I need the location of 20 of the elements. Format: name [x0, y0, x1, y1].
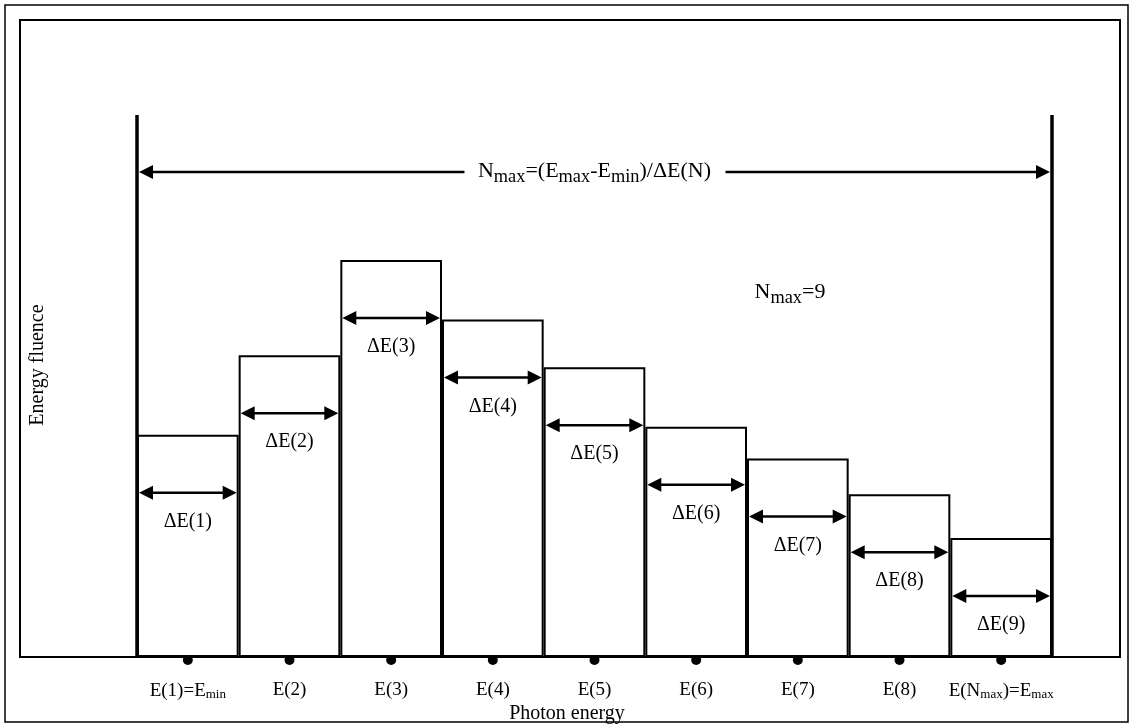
annotation: ΔE(6) [671, 500, 721, 523]
annotation: ΔE(8) [875, 568, 924, 591]
x-tick-label: E(5) [577, 678, 612, 700]
y-axis-title: Energy fluence [25, 304, 47, 426]
x-tick-label: E(2) [272, 678, 307, 700]
annotation: ΔE(9) [976, 611, 1026, 634]
annotation: N$_{max}$=9 [754, 277, 826, 308]
text: N$_{max}$=(E$_{max}$-E$_{min}$)/ΔE(N) [463, 156, 726, 187]
x-tick-label: E(6) [679, 678, 714, 700]
annotation: ΔE(5) [570, 441, 619, 464]
annotation: ΔE(4) [468, 393, 518, 416]
x-tick-label: E(3) [374, 678, 409, 700]
annotation: ΔE(2) [265, 429, 314, 452]
annotation: ΔE(1) [163, 508, 213, 531]
x-tick-label: E(8) [882, 678, 917, 700]
x-tick-label: E(4) [475, 678, 510, 700]
annotation: ΔE(7) [773, 532, 823, 555]
x-axis-title: Photon energy [509, 701, 625, 723]
annotation: ΔE(3) [366, 334, 416, 356]
x-tick-label: E(7) [780, 678, 815, 700]
